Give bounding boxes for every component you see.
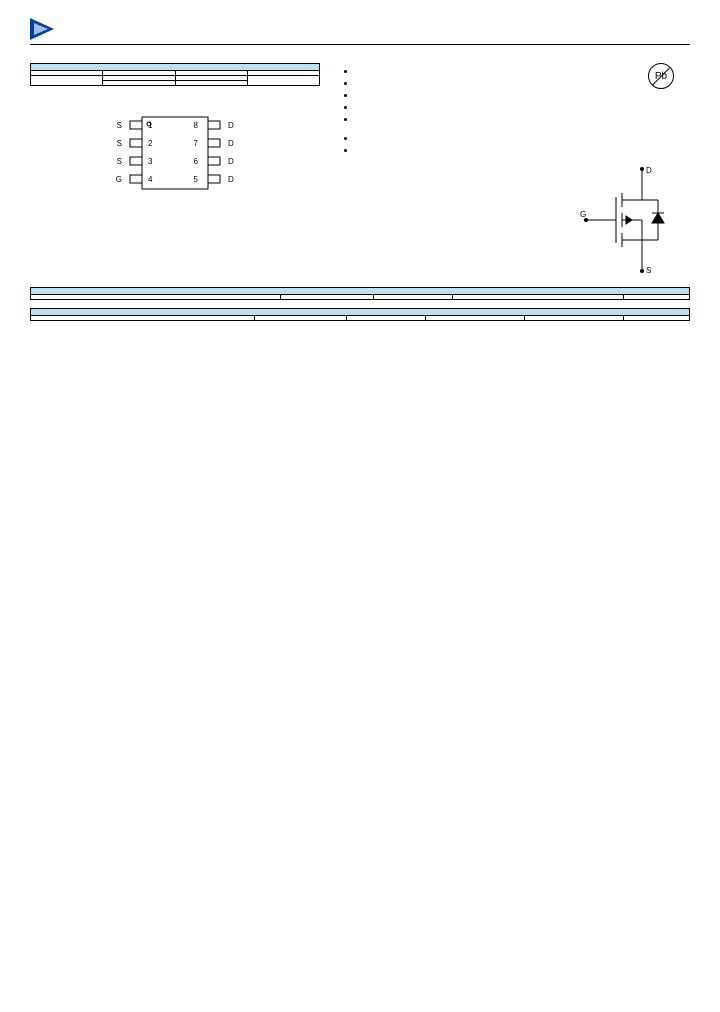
logo-triangle-icon [30,18,54,42]
svg-text:7: 7 [194,139,199,148]
svg-text:6: 6 [194,157,199,166]
svg-text:2: 2 [148,139,153,148]
thermal-title [31,309,690,316]
header-rule [30,44,690,45]
svg-text:8: 8 [194,121,199,130]
abs-max-title [31,288,690,295]
package-diagram: S 1 S 2 S 3 G 4 D 8 D 7 D 6 D 5 [100,111,250,203]
features-list [342,66,628,125]
applications-list [342,133,690,157]
feature-item [356,102,628,114]
svg-text:D: D [646,166,652,175]
ordering-info [30,217,320,224]
svg-text:S: S [646,266,651,275]
svg-text:G: G [116,175,122,184]
svg-text:1: 1 [148,121,153,130]
svg-text:D: D [228,139,234,148]
feature-item [356,90,628,102]
rohs-badge: Pb [632,63,690,99]
app-item [356,133,690,145]
svg-text:S: S [117,121,122,130]
svg-text:D: D [228,175,234,184]
app-item [356,145,690,157]
svg-text:3: 3 [148,157,153,166]
ps-id-1 [175,81,247,86]
pb-free-icon: Pb [648,63,674,89]
halogen-text [632,92,690,99]
summary-and-features: S 1 S 2 S 3 G 4 D 8 D 7 D 6 D 5 [30,63,690,279]
svg-text:G: G [580,210,586,219]
thermal-table [30,308,690,321]
ps-qg [248,76,320,86]
svg-text:S: S [117,139,122,148]
feature-item [356,66,628,78]
feature-item [356,114,628,126]
product-summary-title [31,64,320,71]
abs-max-table [30,287,690,300]
svg-text:D: D [228,157,234,166]
ps-rds-1 [103,81,175,86]
ps-vds [31,76,103,86]
product-summary-table [30,63,320,86]
svg-text:D: D [228,121,234,130]
svg-text:4: 4 [148,175,153,184]
vishay-logo [30,18,58,42]
mosfet-schematic: D G S [580,165,690,277]
page-header [30,18,690,42]
svg-text:S: S [117,157,122,166]
feature-item [356,78,628,90]
svg-text:5: 5 [194,175,199,184]
